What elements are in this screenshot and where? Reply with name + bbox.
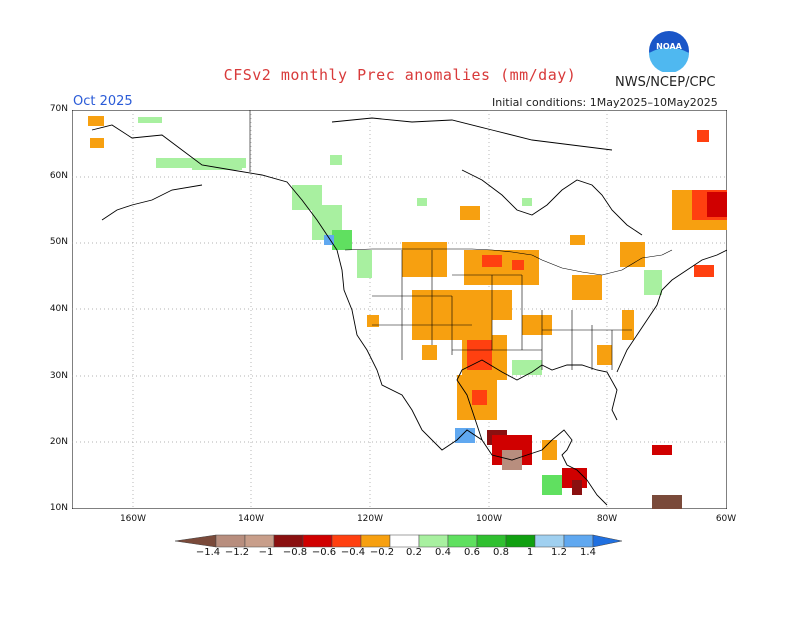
org-label: NWS/NCEP/CPC [615, 75, 716, 90]
legend-swatch [331, 534, 362, 548]
legend-swatch [476, 534, 507, 548]
lon-label-80w: 80W [596, 514, 618, 524]
legend-swatch [534, 534, 565, 548]
legend-swatch [389, 534, 420, 548]
legend-label: −1.2 [224, 547, 250, 558]
chart-title: CFSv2 monthly Prec anomalies (mm/day) [223, 66, 577, 84]
lat-label-20n: 20N [49, 437, 68, 447]
legend-swatch [302, 534, 333, 548]
legend-label: 1 [526, 547, 534, 558]
lat-label-40n: 40N [49, 304, 68, 314]
legend-colorbar [175, 534, 623, 548]
legend-swatch [215, 534, 246, 548]
lat-label-10n: 10N [49, 503, 68, 513]
legend-swatch [175, 534, 217, 548]
logo-text: NOAA [656, 42, 682, 51]
legend-label: 0.4 [435, 547, 451, 558]
lon-label-120w: 120W [356, 514, 384, 524]
legend-label: −0.4 [340, 547, 366, 558]
legend-swatches [175, 534, 623, 548]
lon-label-140w: 140W [237, 514, 265, 524]
lat-label-30n: 30N [49, 371, 68, 381]
legend-label: 0.8 [493, 547, 509, 558]
political-borders [249, 110, 673, 370]
legend-swatch [273, 534, 304, 548]
legend-label: −1.4 [195, 547, 221, 558]
legend-label: 0.6 [464, 547, 480, 558]
lat-label-60n: 60N [49, 171, 68, 181]
legend-swatch [360, 534, 391, 548]
legend-swatch [447, 534, 478, 548]
lat-label-50n: 50N [49, 237, 68, 247]
legend-label: −1 [258, 547, 274, 558]
lon-label-100w: 100W [475, 514, 503, 524]
lat-label-70n: 70N [49, 104, 68, 114]
legend-swatch [418, 534, 449, 548]
coastlines [91, 117, 727, 506]
legend-label: 1.4 [580, 547, 596, 558]
map-panel [72, 110, 727, 509]
lon-label-60w: 60W [715, 514, 737, 524]
noaa-logo: NOAA [648, 30, 690, 73]
legend-label: −0.8 [282, 547, 308, 558]
initial-conditions: Initial conditions: 1May2025–10May2025 [492, 96, 718, 109]
legend-swatch [592, 534, 623, 548]
legend-swatch [505, 534, 536, 548]
lon-label-160w: 160W [119, 514, 147, 524]
legend-label: 1.2 [551, 547, 567, 558]
legend-label: −0.2 [369, 547, 395, 558]
legend-swatch [244, 534, 275, 548]
legend-swatch [563, 534, 594, 548]
target-month: Oct 2025 [73, 94, 133, 109]
legend-label: −0.6 [311, 547, 337, 558]
legend-label: 0.2 [406, 547, 422, 558]
